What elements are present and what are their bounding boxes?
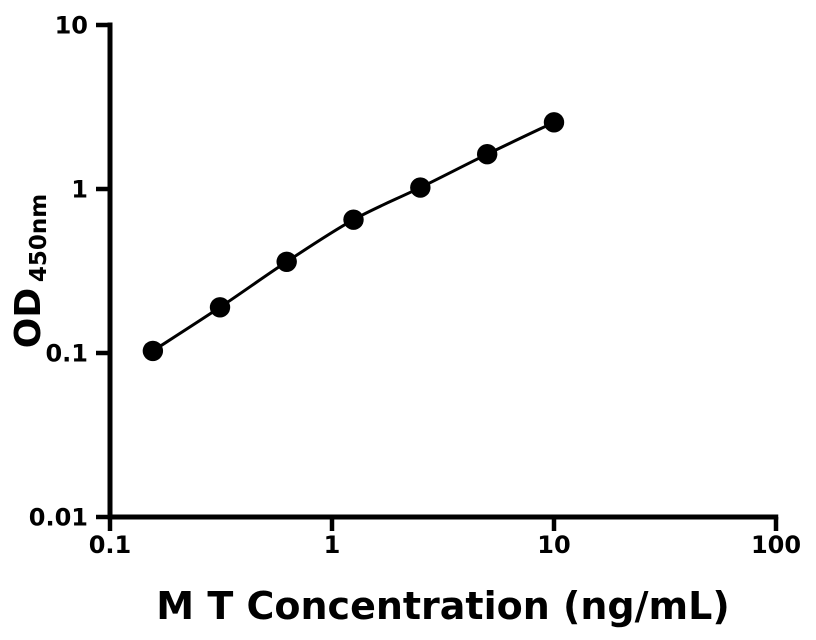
y-tick-label: 0.1 <box>45 340 88 368</box>
data-point-marker <box>276 251 297 272</box>
data-point-marker <box>410 177 431 198</box>
data-point-marker <box>543 112 565 133</box>
y-tick-label: 1 <box>71 176 88 204</box>
y-axis-title-main: OD <box>8 288 49 349</box>
x-tick-label: 100 <box>751 531 801 559</box>
axes <box>107 22 779 520</box>
data-point-marker <box>476 144 498 165</box>
y-tick-label: 0.01 <box>29 504 88 532</box>
x-tick-label: 1 <box>324 531 341 559</box>
axis-ticks <box>96 22 779 531</box>
data-point-marker <box>209 297 231 318</box>
x-axis-title: M T Concentration (ng/mL) <box>156 584 729 628</box>
plot-series <box>142 112 565 362</box>
data-point-marker <box>142 340 164 362</box>
x-tick-label: 10 <box>537 531 570 559</box>
data-point-marker <box>343 209 364 230</box>
y-axis-title: OD 450nm <box>8 194 52 348</box>
y-axis-title-subscript: 450nm <box>26 194 52 282</box>
y-tick-label: 10 <box>55 12 88 40</box>
x-tick-label: 0.1 <box>89 531 132 559</box>
